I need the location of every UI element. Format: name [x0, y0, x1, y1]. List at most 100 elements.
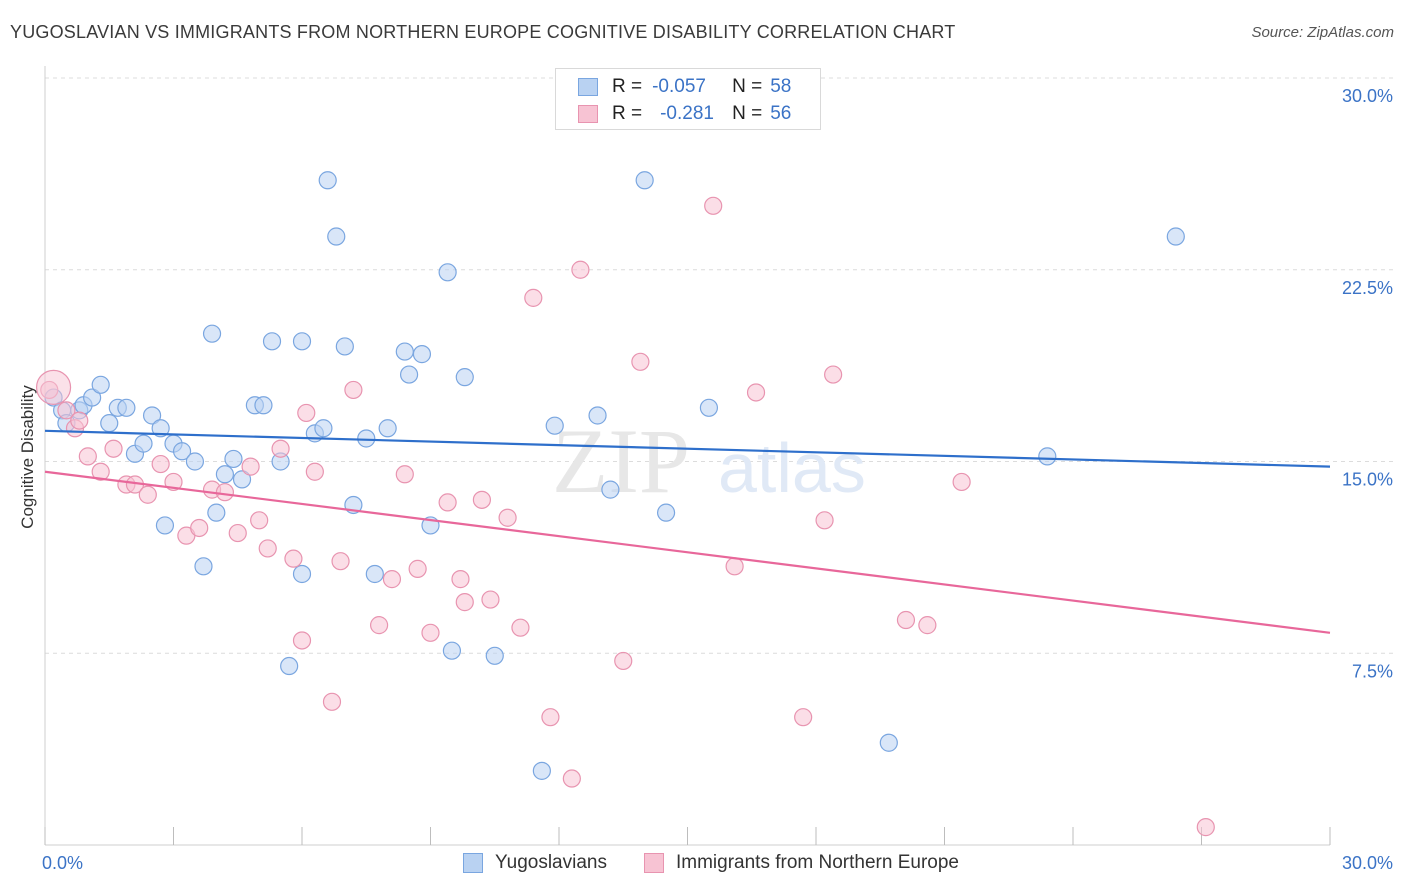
yugoslavian-point — [292, 332, 312, 351]
yugoslavian-point — [215, 465, 234, 484]
x-tick-label: 0.0% — [42, 853, 83, 873]
yugoslavian-point — [185, 452, 205, 471]
northern-europe-point — [631, 352, 650, 371]
y-tick-label: 30.0% — [1342, 86, 1393, 106]
northern-europe-point — [421, 623, 440, 642]
northern-europe-point — [952, 472, 971, 492]
northern-europe-point — [1196, 818, 1215, 837]
northern-europe-point — [746, 383, 766, 402]
northern-europe-point — [455, 593, 474, 612]
yugoslavian-point — [142, 406, 162, 425]
northern-europe-point — [382, 570, 402, 589]
northern-europe-point — [151, 454, 170, 474]
yugoslavian-point — [327, 227, 346, 246]
yugoslavian-point — [254, 396, 273, 415]
yugoslavian-point — [83, 388, 102, 407]
yugoslavian-point — [442, 641, 462, 660]
y-axis-label: Cognitive Disability — [18, 385, 37, 529]
northern-europe-point — [918, 616, 937, 635]
legend-n-label: N = — [732, 76, 763, 97]
yugoslavian-point — [224, 449, 243, 469]
yugoslavian-point — [412, 345, 432, 364]
northern-europe-point — [408, 559, 427, 578]
northern-europe-point — [614, 651, 633, 671]
yugoslavian-point — [588, 406, 607, 425]
yugoslavian-point — [395, 342, 414, 361]
yugoslavian-point — [117, 398, 136, 417]
northern-europe-point — [258, 539, 277, 558]
yugoslavian-point — [155, 516, 175, 535]
northern-europe-point — [704, 196, 723, 215]
legend-row-northern-europe: R = -0.281 N = 56 — [578, 101, 791, 127]
legend-r-label: R = — [612, 103, 643, 124]
legend-row-yugoslavians: R = -0.057 N = 58 — [578, 74, 791, 100]
yugoslavian-point — [699, 398, 719, 417]
yugoslavian-point — [91, 375, 110, 394]
northern-europe-point — [571, 260, 590, 279]
northern-europe-point — [524, 288, 543, 307]
northern-europe-point — [562, 769, 581, 788]
northern-europe-point — [215, 483, 234, 502]
yugoslavian-point — [378, 419, 397, 438]
yugoslavian-point — [438, 263, 457, 282]
yugoslavian-point — [134, 434, 153, 453]
northern-europe-point — [78, 447, 97, 466]
yugoslavian-point — [1166, 227, 1185, 246]
northern-europe-point — [91, 462, 110, 481]
northern-europe-point — [370, 616, 389, 635]
yugoslavian-point — [207, 503, 226, 522]
watermark: ZIP atlas — [552, 410, 866, 512]
yugoslavian-point — [455, 368, 474, 387]
yugoslavian-point — [365, 564, 384, 584]
yugoslavian-point — [194, 557, 213, 576]
northern-europe-point — [331, 552, 350, 571]
northern-europe-point — [228, 523, 247, 543]
legend-n-value: 58 — [770, 76, 792, 97]
northern-europe-point — [395, 465, 414, 484]
yugoslavian-point — [485, 646, 504, 665]
yugoslavian-point — [357, 429, 376, 448]
northern-europe-point — [472, 490, 491, 509]
northern-europe-point — [190, 518, 209, 538]
northern-europe-point — [250, 511, 269, 530]
legend-n-value: 56 — [770, 103, 792, 124]
northern-europe-point — [297, 403, 316, 423]
yugoslavian-point — [202, 324, 222, 343]
northern-europe-point — [451, 570, 470, 589]
y-tick-label: 15.0% — [1342, 470, 1393, 490]
legend-r-value: -0.281 — [660, 103, 714, 124]
northern-europe-point — [824, 365, 843, 384]
northern-europe-point — [344, 380, 363, 400]
northern-europe-point — [896, 610, 916, 630]
legend-swatch-blue — [463, 853, 483, 873]
legend-r-value: -0.057 — [652, 76, 706, 97]
grid-layer — [45, 77, 1394, 654]
yugoslavian-point — [532, 761, 551, 780]
yugoslavian-point — [335, 337, 354, 356]
legend-swatch-blue — [578, 78, 598, 96]
northern-europe-point — [794, 708, 813, 727]
legend-r-label: R = — [612, 76, 643, 97]
x-tick-label: 30.0% — [1342, 853, 1393, 873]
yugoslavian-point — [262, 332, 282, 351]
stats-legend: R = -0.057 N = 58 R = -0.281 N = 56 — [555, 68, 821, 130]
legend-item-label: Immigrants from Northern Europe — [676, 852, 959, 873]
yugoslavian-point — [601, 480, 620, 499]
northern-europe-point — [322, 692, 342, 711]
northern-europe-point — [438, 493, 457, 512]
watermark-zip: ZIP — [552, 410, 690, 512]
northern-europe-point — [725, 557, 744, 576]
yugoslavian-point — [545, 416, 564, 435]
yugoslavian-point — [879, 733, 898, 752]
yugoslavian-point — [151, 419, 170, 438]
legend-item-yugoslavians[interactable]: Yugoslavians — [463, 852, 607, 874]
northern-europe-point — [70, 411, 89, 430]
legend-item-northern-europe[interactable]: Immigrants from Northern Europe — [644, 852, 959, 874]
northern-europe-point-large — [35, 369, 72, 405]
legend-item-label: Yugoslavians — [495, 852, 607, 873]
yugoslavian-point — [1038, 447, 1057, 466]
axis-layer: 7.5% 15.0% 22.5% 30.0% 0.0% 30.0% — [42, 66, 1393, 873]
northern-europe-trend-line — [44, 470, 1331, 634]
points-layer — [35, 171, 1215, 837]
northern-europe-point — [104, 439, 123, 458]
